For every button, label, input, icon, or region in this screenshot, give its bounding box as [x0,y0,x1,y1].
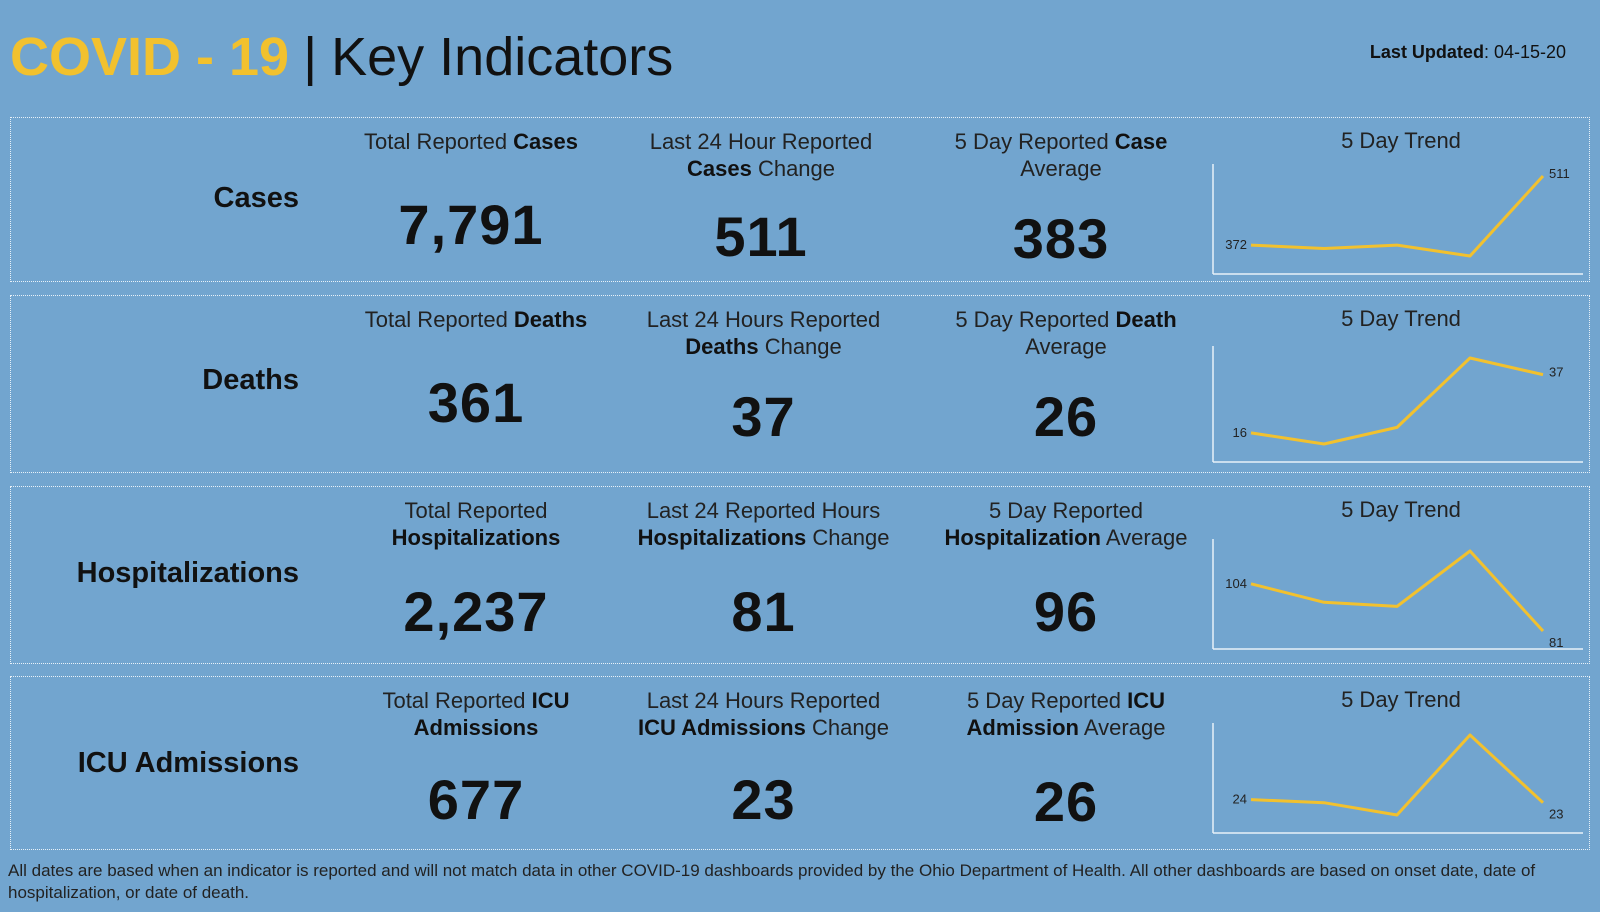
deaths-change-card: Last 24 Hours Reported Deaths Change 37 [611,306,916,466]
last-updated: Last Updated: 04-15-20 [1370,42,1566,63]
icu-change-title: Last 24 Hours Reported ICU Admissions Cha… [637,688,890,740]
icu-trend-title: 5 Day Trend [1341,687,1461,712]
total-cases-card: Total Reported Cases 7,791 [326,128,616,278]
total-cases-title: Total Reported Cases [363,129,579,154]
total-hospitalizations-title: Total Reported Hospitalizations [391,498,561,550]
hospitalizations-average-title: 5 Day Reported Hospitalization Average [944,498,1188,550]
row-label-hospitalizations: Hospitalizations [76,557,299,589]
trend-first-label: 16 [1233,425,1247,440]
total-hospitalizations-value: 2,237 [403,580,549,643]
deaths-average-title: 5 Day Reported Death Average [955,307,1177,359]
hospitalizations-row: Hospitalizations Total Reported Hospitali… [10,486,1590,664]
hospitalizations-change-title: Last 24 Reported Hours Hospitalizations C… [637,498,890,550]
total-icu-value: 677 [427,768,525,831]
total-deaths-value: 361 [427,371,525,434]
trend-last-label: 511 [1549,166,1570,181]
trend-line [1250,733,1545,817]
icu-average-title: 5 Day Reported ICU Admission Average [966,688,1166,740]
hospitalizations-trend-chart: 104 81 [1212,539,1583,650]
trend-last-label: 37 [1549,365,1563,380]
deaths-average-value: 26 [1033,385,1099,448]
total-deaths-card: Total Reported Deaths 361 [326,306,626,466]
footer-note: All dates are based when an indicator is… [8,861,1536,902]
hospitalizations-change-value: 81 [731,580,796,643]
last-updated-label: Last Updated [1369,42,1484,62]
trend-line [1250,356,1544,446]
row-label-deaths: Deaths [202,364,299,396]
last-updated-value: : 04-15-20 [1483,42,1566,62]
cases-average-title: 5 Day Reported Case Average [954,129,1168,181]
cases-change-title: Last 24 Hour Reported Cases Change [649,129,873,181]
total-hospitalizations-card: Total Reported Hospitalizations 2,237 [326,497,626,657]
cases-change-value: 511 [714,205,808,268]
hospitalizations-average-card: 5 Day Reported Hospitalization Average 96 [916,497,1216,657]
total-cases-value: 7,791 [398,193,544,256]
deaths-change-value: 37 [731,385,796,448]
total-deaths-title: Total Reported Deaths [364,307,588,332]
icu-change-value: 23 [731,768,796,831]
title-key-indicators: Key Indicators [331,27,674,87]
deaths-average-card: 5 Day Reported Death Average 26 [916,306,1216,466]
hospitalizations-change-card: Last 24 Reported Hours Hospitalizations C… [611,497,916,657]
deaths-row: Deaths Total Reported Deaths 361 Last 24… [10,295,1590,473]
trend-line [1250,549,1545,633]
deaths-change-title: Last 24 Hours Reported Deaths Change [646,307,881,359]
trend-line [1250,174,1545,258]
page-title: COVID - 19 | Key Indicators [10,22,673,92]
icu-average-value: 26 [1033,770,1099,833]
cases-average-value: 383 [1012,207,1110,270]
row-label-icu-admissions: ICU Admissions [77,747,299,779]
cases-change-card: Last 24 Hour Reported Cases Change 511 [611,128,911,278]
title-highlight: COVID - 19 [10,27,290,87]
trend-first-label: 372 [1225,237,1247,252]
row-label-cases: Cases [213,182,299,214]
trend-first-label: 24 [1233,792,1247,807]
trend-last-label: 23 [1549,807,1563,822]
title-separator: | [303,27,318,87]
total-icu-card: Total Reported ICU Admissions 677 [326,687,626,847]
trend-last-label: 81 [1549,635,1563,650]
icu-average-card: 5 Day Reported ICU Admission Average 26 [916,687,1216,847]
cases-trend-chart: 372 511 [1212,164,1583,275]
cases-trend-title: 5 Day Trend [1341,128,1461,153]
cases-average-card: 5 Day Reported Case Average 383 [911,128,1211,278]
icu-trend-chart: 24 23 [1212,723,1583,834]
icu-change-card: Last 24 Hours Reported ICU Admissions Cha… [611,687,916,847]
hospitalizations-trend-title: 5 Day Trend [1341,497,1461,522]
trend-first-label: 104 [1225,576,1247,591]
total-icu-title: Total Reported ICU Admissions [382,688,570,740]
hospitalizations-average-value: 96 [1033,580,1099,643]
cases-row: Cases Total Reported Cases 7,791 Last 24… [10,117,1590,282]
deaths-trend-title: 5 Day Trend [1341,306,1461,331]
icu-admissions-row: ICU Admissions Total Reported ICU Admissi… [10,676,1590,850]
